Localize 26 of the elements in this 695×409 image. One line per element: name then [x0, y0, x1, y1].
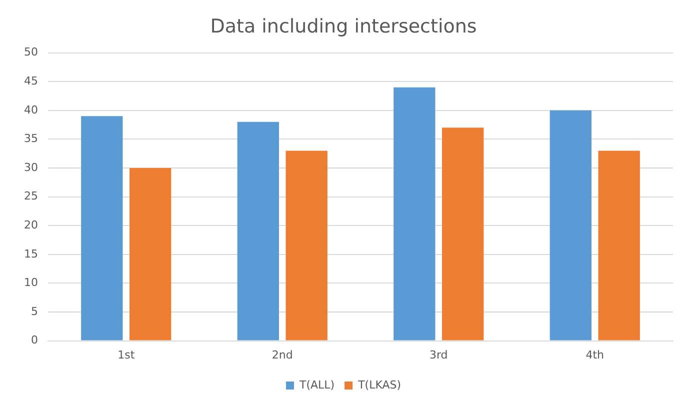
- y-tick-label: 40: [24, 103, 38, 116]
- bar: [130, 168, 172, 340]
- y-tick-label: 45: [24, 74, 38, 88]
- x-tick-label: 1st: [118, 348, 136, 362]
- bar: [81, 116, 123, 340]
- x-tick-label: 2nd: [272, 348, 293, 362]
- bar: [550, 110, 592, 340]
- y-tick-label: 30: [24, 160, 38, 174]
- x-tick-label: 4th: [586, 348, 604, 362]
- y-tick-label: 5: [30, 304, 38, 318]
- bar: [394, 87, 436, 340]
- bar: [237, 122, 279, 340]
- legend-label: T(ALL): [298, 378, 335, 392]
- y-tick-label: 15: [24, 247, 38, 260]
- y-tick-label: 50: [24, 46, 38, 59]
- x-tick-label: 3rd: [429, 348, 448, 362]
- y-tick-label: 0: [30, 334, 38, 347]
- y-tick-label: 25: [24, 190, 38, 203]
- y-tick-label: 20: [24, 218, 38, 232]
- bar: [442, 128, 484, 340]
- y-tick-label: 10: [24, 276, 38, 290]
- bar: [598, 150, 640, 340]
- chart-title: Data including intersections: [210, 15, 477, 38]
- y-tick-label: 35: [24, 132, 38, 146]
- legend-label: T(LKAS): [357, 378, 402, 392]
- bar: [286, 150, 328, 340]
